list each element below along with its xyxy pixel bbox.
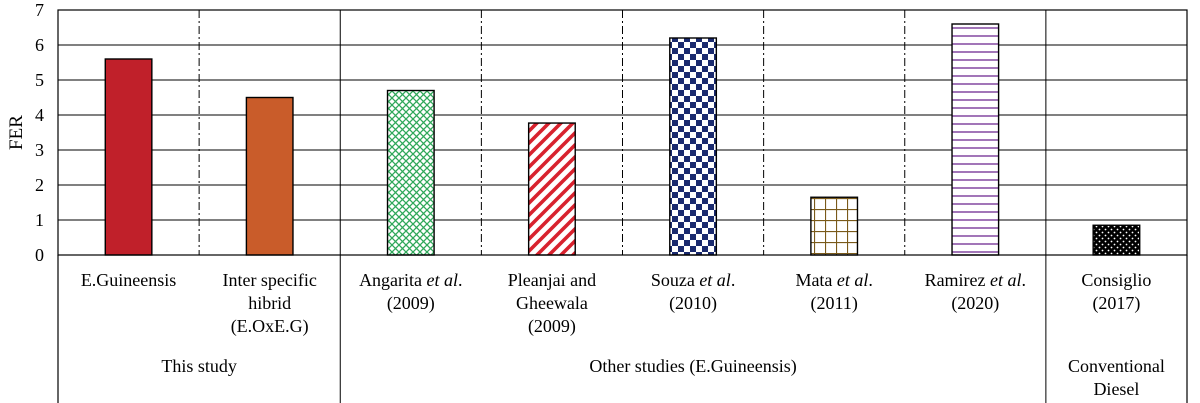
category-label-italic: et al <box>699 270 731 290</box>
category-label-part: . <box>1022 270 1027 290</box>
category-label: Angarita et al. (2009) <box>359 270 462 314</box>
category-label-line: Mata et al. <box>795 270 872 290</box>
bar <box>810 196 859 256</box>
y-axis-label: FER <box>6 115 27 150</box>
category-label-line: Souza et al. <box>651 270 736 290</box>
group-label-line: Diesel <box>1093 379 1139 399</box>
group-label: This study <box>161 356 237 376</box>
y-tick-label: 5 <box>35 70 44 90</box>
bar <box>1092 224 1141 256</box>
category-label-line: (2010) <box>669 293 717 314</box>
category-label: Inter specific hibrid (E.OxE.G) <box>222 270 316 337</box>
category-label: Ramirez et al. (2020) <box>925 270 1026 314</box>
category-label-line: E.Guineensis <box>81 270 176 290</box>
category-label-italic: et al <box>990 270 1022 290</box>
category-label-line: (2011) <box>811 293 858 314</box>
group-label: Conventional Diesel <box>1068 356 1165 399</box>
group-label-line: This study <box>161 356 237 376</box>
category-label: E.Guineensis <box>81 270 176 290</box>
category-label: Consiglio (2017) <box>1081 270 1151 314</box>
group-label: Other studies (E.Guineensis) <box>589 356 796 377</box>
category-label: Mata et al. (2011) <box>795 270 872 314</box>
category-label-italic: et al <box>837 270 869 290</box>
category-label-part: . <box>458 270 463 290</box>
category-label-line: hibrid <box>248 293 291 313</box>
category-label-line: Pleanjai and <box>508 270 596 290</box>
bar <box>104 58 153 256</box>
bar <box>951 23 1000 256</box>
category-label-part: . <box>868 270 873 290</box>
category-label-line: (2020) <box>951 293 999 314</box>
category-label-part: Mata <box>795 270 836 290</box>
y-tick-label: 1 <box>35 210 44 230</box>
category-label-line: Ramirez et al. <box>925 270 1026 290</box>
category-label-line: Consiglio <box>1081 270 1151 290</box>
y-tick-label: 6 <box>35 35 44 55</box>
y-tick-label: 0 <box>35 245 44 265</box>
group-label-line: Conventional <box>1068 356 1165 376</box>
category-label-part: . <box>731 270 736 290</box>
category-label-part: Angarita <box>359 270 426 290</box>
category-label-italic: et al <box>427 270 459 290</box>
category-label: Pleanjai and Gheewala (2009) <box>508 270 596 337</box>
category-label-line: (2017) <box>1092 293 1140 314</box>
category-label-line: Angarita et al. <box>359 270 462 290</box>
y-tick-label: 3 <box>35 140 44 160</box>
category-label-line: (2009) <box>387 293 435 314</box>
bar <box>245 96 294 256</box>
category-label: Souza et al. (2010) <box>651 270 736 314</box>
plot-frame <box>57 9 1188 256</box>
y-tick-label: 4 <box>35 105 44 125</box>
category-label-line: Gheewala <box>516 293 588 313</box>
category-label-part: Souza <box>651 270 700 290</box>
y-tick-label: 2 <box>35 175 44 195</box>
bar <box>669 37 718 256</box>
bar <box>527 122 576 256</box>
category-label-part: Ramirez <box>925 270 990 290</box>
bar <box>386 89 435 256</box>
category-label-line: Inter specific <box>222 270 316 290</box>
category-label-line: (E.OxE.G) <box>231 316 309 337</box>
group-label-line: Other studies (E.Guineensis) <box>589 356 796 377</box>
y-tick-label: 7 <box>35 0 44 20</box>
category-label-line: (2009) <box>528 316 576 337</box>
